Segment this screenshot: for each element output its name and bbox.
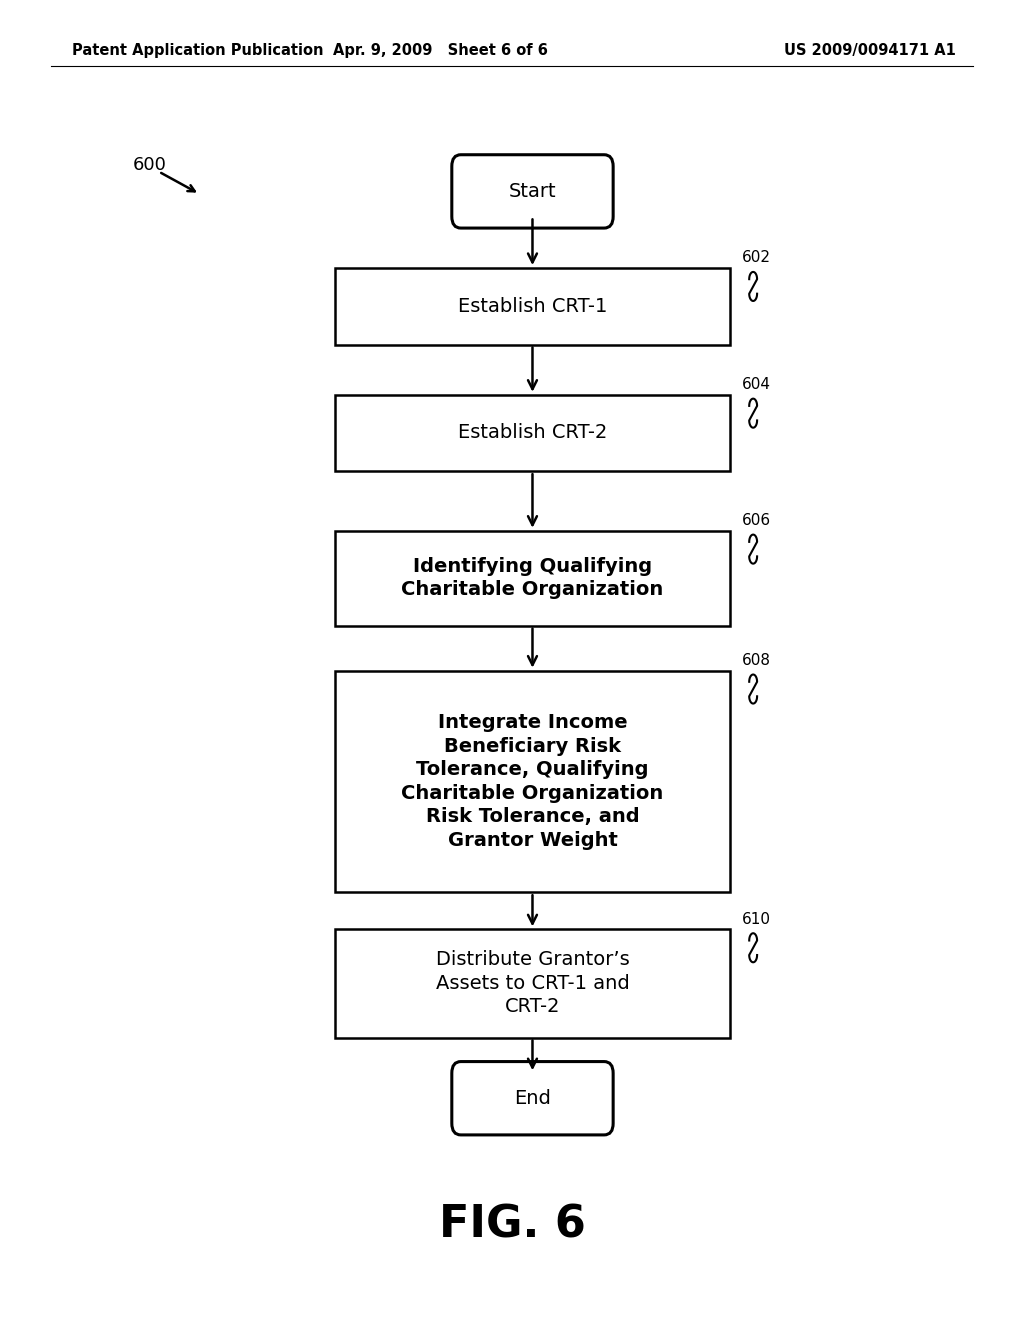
Text: FIG. 6: FIG. 6 (438, 1204, 586, 1246)
FancyBboxPatch shape (452, 1061, 613, 1135)
Bar (336, 395, 729, 471)
Bar (336, 531, 729, 626)
Text: Start: Start (509, 182, 556, 201)
Text: Establish CRT-1: Establish CRT-1 (458, 297, 607, 315)
Text: End: End (514, 1089, 551, 1107)
Bar (336, 671, 729, 892)
Bar (336, 929, 729, 1038)
Text: Integrate Income
Beneficiary Risk
Tolerance, Qualifying
Charitable Organization
: Integrate Income Beneficiary Risk Tolera… (401, 713, 664, 850)
Text: 600: 600 (133, 156, 167, 174)
Text: Apr. 9, 2009   Sheet 6 of 6: Apr. 9, 2009 Sheet 6 of 6 (333, 42, 548, 58)
Text: 606: 606 (741, 513, 771, 528)
Text: 602: 602 (741, 251, 771, 265)
FancyBboxPatch shape (452, 154, 613, 228)
Text: US 2009/0094171 A1: US 2009/0094171 A1 (784, 42, 956, 58)
Text: Patent Application Publication: Patent Application Publication (72, 42, 324, 58)
Text: Distribute Grantor’s
Assets to CRT-1 and
CRT-2: Distribute Grantor’s Assets to CRT-1 and… (435, 950, 630, 1016)
Text: Establish CRT-2: Establish CRT-2 (458, 424, 607, 442)
Bar (336, 268, 729, 345)
Text: 610: 610 (741, 912, 771, 927)
Text: 604: 604 (741, 378, 771, 392)
Text: Identifying Qualifying
Charitable Organization: Identifying Qualifying Charitable Organi… (401, 557, 664, 599)
Text: 608: 608 (741, 653, 771, 668)
